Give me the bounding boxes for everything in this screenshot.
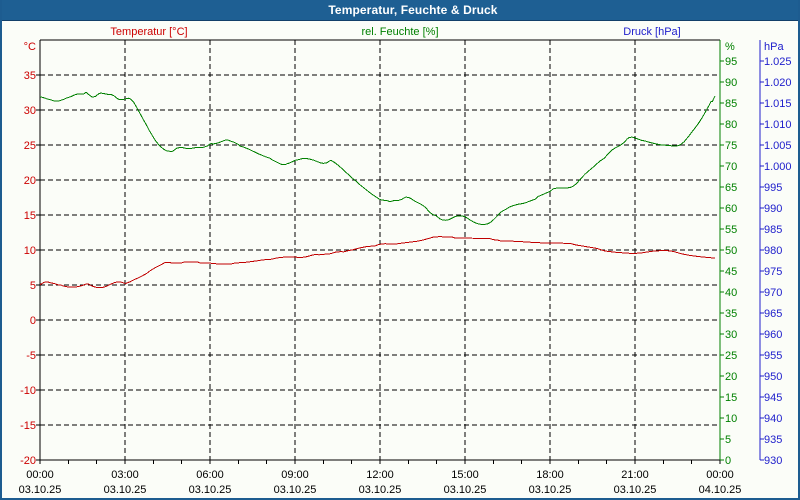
svg-text:55: 55: [725, 224, 737, 236]
svg-text:975: 975: [764, 266, 782, 278]
svg-text:0: 0: [725, 455, 731, 467]
svg-text:60: 60: [725, 203, 737, 215]
svg-text:hPa: hPa: [764, 41, 784, 53]
svg-text:995: 995: [764, 182, 782, 194]
svg-text:985: 985: [764, 224, 782, 236]
svg-text:12:00: 12:00: [366, 469, 394, 481]
svg-text:10: 10: [24, 245, 36, 257]
svg-text:0: 0: [30, 315, 36, 327]
svg-text:25: 25: [725, 350, 737, 362]
svg-text:5: 5: [30, 280, 36, 292]
svg-text:20: 20: [24, 175, 36, 187]
svg-text:1.000: 1.000: [764, 161, 792, 173]
svg-text:935: 935: [764, 434, 782, 446]
svg-text:-10: -10: [20, 385, 36, 397]
svg-text:950: 950: [764, 371, 782, 383]
svg-text:09:00: 09:00: [281, 469, 309, 481]
svg-text:rel. Feuchte [%]: rel. Feuchte [%]: [361, 26, 438, 38]
svg-text:03.10.25: 03.10.25: [359, 484, 402, 496]
svg-text:03.10.25: 03.10.25: [614, 484, 657, 496]
svg-text:80: 80: [725, 119, 737, 131]
svg-text:940: 940: [764, 413, 782, 425]
svg-text:1.010: 1.010: [764, 119, 792, 131]
svg-text:03.10.25: 03.10.25: [189, 484, 232, 496]
svg-text:30: 30: [24, 105, 36, 117]
svg-text:50: 50: [725, 245, 737, 257]
svg-text:980: 980: [764, 245, 782, 257]
svg-text:-5: -5: [26, 350, 36, 362]
svg-text:03.10.25: 03.10.25: [274, 484, 317, 496]
svg-text:15: 15: [24, 210, 36, 222]
svg-text:70: 70: [725, 161, 737, 173]
svg-text:00:00: 00:00: [26, 469, 54, 481]
svg-text:°C: °C: [24, 41, 36, 53]
svg-text:03.10.25: 03.10.25: [444, 484, 487, 496]
svg-text:85: 85: [725, 98, 737, 110]
svg-text:1.025: 1.025: [764, 56, 792, 68]
svg-text:15:00: 15:00: [451, 469, 479, 481]
svg-text:-20: -20: [20, 455, 36, 467]
svg-text:15: 15: [725, 392, 737, 404]
svg-text:95: 95: [725, 56, 737, 68]
svg-text:970: 970: [764, 287, 782, 299]
svg-text:-15: -15: [20, 420, 36, 432]
svg-text:1.020: 1.020: [764, 77, 792, 89]
svg-text:965: 965: [764, 308, 782, 320]
svg-text:35: 35: [24, 70, 36, 82]
svg-text:04.10.25: 04.10.25: [699, 484, 742, 496]
svg-text:955: 955: [764, 350, 782, 362]
svg-text:35: 35: [725, 308, 737, 320]
svg-text:03.10.25: 03.10.25: [104, 484, 147, 496]
svg-text:90: 90: [725, 77, 737, 89]
svg-text:45: 45: [725, 266, 737, 278]
svg-text:03.10.25: 03.10.25: [19, 484, 62, 496]
svg-text:20: 20: [725, 371, 737, 383]
svg-text:75: 75: [725, 140, 737, 152]
svg-text:5: 5: [725, 434, 731, 446]
svg-text:Temperatur [°C]: Temperatur [°C]: [110, 26, 187, 38]
svg-text:945: 945: [764, 392, 782, 404]
svg-text:960: 960: [764, 329, 782, 341]
svg-text:25: 25: [24, 140, 36, 152]
svg-text:00:00: 00:00: [706, 469, 734, 481]
svg-text:21:00: 21:00: [621, 469, 649, 481]
svg-text:Druck [hPa]: Druck [hPa]: [623, 26, 680, 38]
svg-text:06:00: 06:00: [196, 469, 224, 481]
svg-text:65: 65: [725, 182, 737, 194]
svg-text:03.10.25: 03.10.25: [529, 484, 572, 496]
svg-text:18:00: 18:00: [536, 469, 564, 481]
svg-text:1.015: 1.015: [764, 98, 792, 110]
svg-text:30: 30: [725, 329, 737, 341]
svg-text:%: %: [725, 41, 735, 53]
svg-text:10: 10: [725, 413, 737, 425]
svg-text:930: 930: [764, 455, 782, 467]
svg-text:1.005: 1.005: [764, 140, 792, 152]
svg-text:03:00: 03:00: [111, 469, 139, 481]
svg-text:990: 990: [764, 203, 782, 215]
svg-text:40: 40: [725, 287, 737, 299]
